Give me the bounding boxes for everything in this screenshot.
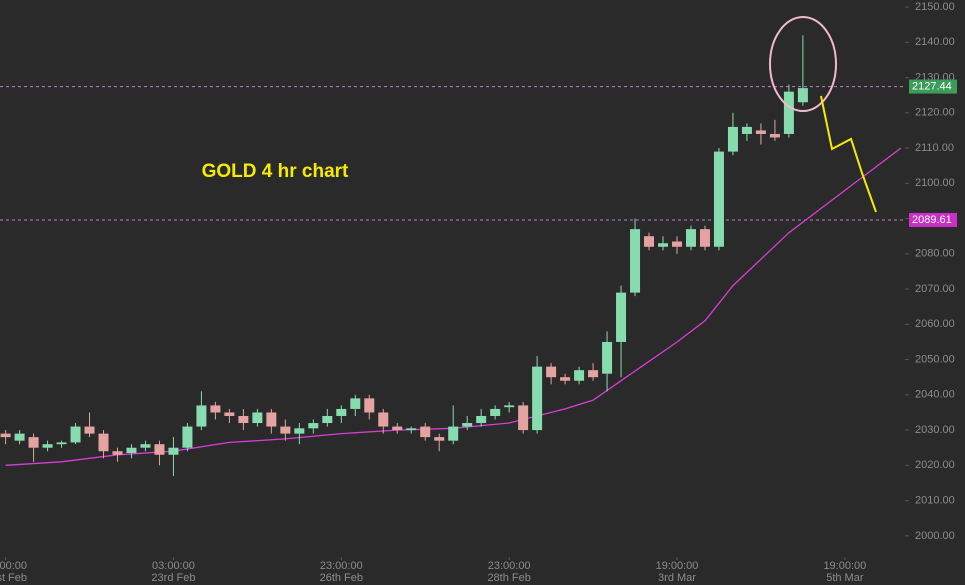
- candle-body: [126, 447, 137, 454]
- candle-body: [588, 370, 599, 378]
- y-tick-label: 2000.00: [915, 530, 955, 542]
- candle-body: [574, 370, 585, 381]
- candle-body: [322, 415, 333, 424]
- y-tick-label: 2010.00: [915, 495, 955, 507]
- x-tick-label: 19:00:00: [823, 560, 866, 572]
- level-label: 2127.44: [912, 80, 952, 92]
- candle-body: [490, 408, 501, 416]
- x-tick-label: 23:00:00: [320, 560, 363, 572]
- candle-body: [140, 444, 151, 448]
- candle-body: [434, 437, 445, 441]
- x-tick-date: 23rd Feb: [151, 572, 195, 584]
- candle-body: [210, 405, 221, 413]
- level-label: 2089.61: [912, 214, 952, 226]
- y-tick-label: 2140.00: [915, 36, 955, 48]
- y-tick-label: 2070.00: [915, 283, 955, 295]
- candle-body: [783, 91, 794, 134]
- y-tick-label: 2030.00: [915, 424, 955, 436]
- candle-body: [238, 415, 249, 424]
- candle-body: [70, 426, 81, 443]
- y-tick-label: 2120.00: [915, 107, 955, 119]
- candle-body: [755, 130, 766, 134]
- candle-body: [84, 426, 95, 434]
- projection-path: [820, 95, 877, 213]
- y-tick-label: 2100.00: [915, 177, 955, 189]
- candle-body: [28, 437, 39, 448]
- candle-body: [168, 447, 179, 455]
- candle-body: [476, 415, 487, 424]
- candle-body: [266, 412, 277, 427]
- candle-body: [727, 126, 738, 152]
- candle-body: [685, 229, 696, 247]
- candle-body: [280, 426, 291, 434]
- y-tick-label: 2150.00: [915, 1, 955, 13]
- candle-body: [546, 366, 557, 378]
- candle-body: [699, 229, 710, 247]
- y-tick-label: 2050.00: [915, 353, 955, 365]
- candle-body: [741, 126, 752, 134]
- x-tick-date: 3rd Mar: [658, 572, 696, 584]
- candle-body: [518, 405, 529, 431]
- candle-body: [602, 341, 613, 374]
- candle-body: [294, 428, 305, 434]
- level-label-box: [909, 79, 957, 94]
- y-tick-label: 2060.00: [915, 318, 955, 330]
- candle-body: [769, 133, 780, 138]
- candle-body: [616, 292, 627, 342]
- candle-body: [196, 405, 207, 427]
- candle-body: [672, 241, 683, 247]
- candle-body: [336, 408, 347, 416]
- candle-body: [532, 366, 543, 431]
- candle-body: [350, 398, 361, 409]
- candle-body: [797, 88, 808, 103]
- candle-body: [658, 243, 669, 247]
- candle-body: [364, 398, 375, 413]
- candle-body: [644, 236, 655, 247]
- y-tick-label: 2040.00: [915, 389, 955, 401]
- x-tick-date: 5th Mar: [826, 572, 864, 584]
- candle-body: [713, 151, 724, 247]
- x-tick-label: 23:00:00: [488, 560, 531, 572]
- candle-body: [504, 405, 515, 408]
- candle-body: [406, 428, 417, 431]
- chart-title: GOLD 4 hr chart: [202, 161, 349, 182]
- candle-body: [308, 423, 319, 429]
- candle-body: [630, 229, 641, 293]
- candle-body: [154, 444, 165, 455]
- y-tick-label: 2110.00: [915, 142, 954, 154]
- candle-body: [42, 444, 53, 448]
- candle-body: [448, 426, 459, 441]
- x-tick-date: 28th Feb: [487, 572, 530, 584]
- candle-body: [378, 412, 389, 427]
- highlight-circle: [769, 16, 837, 112]
- candle-body: [56, 442, 67, 445]
- candle-body: [0, 433, 11, 438]
- y-tick-label: 2020.00: [915, 459, 955, 471]
- candle-body: [14, 433, 25, 441]
- candle-body: [420, 426, 431, 438]
- y-tick-label: 2080.00: [915, 248, 955, 260]
- candle-body: [112, 451, 123, 455]
- level-label-box: [909, 212, 957, 227]
- candle-body: [392, 426, 403, 431]
- x-tick-date: 21st Feb: [0, 572, 27, 584]
- candle-body: [462, 423, 473, 427]
- x-tick-date: 26th Feb: [320, 572, 363, 584]
- candle-body: [182, 426, 193, 448]
- candle-body: [98, 433, 109, 452]
- candle-body: [252, 412, 263, 424]
- candle-body: [560, 377, 571, 381]
- x-tick-label: 19:00:00: [656, 560, 699, 572]
- candle-body: [224, 412, 235, 416]
- x-tick-label: 00:00:00: [0, 560, 27, 572]
- x-tick-label: 03:00:00: [152, 560, 195, 572]
